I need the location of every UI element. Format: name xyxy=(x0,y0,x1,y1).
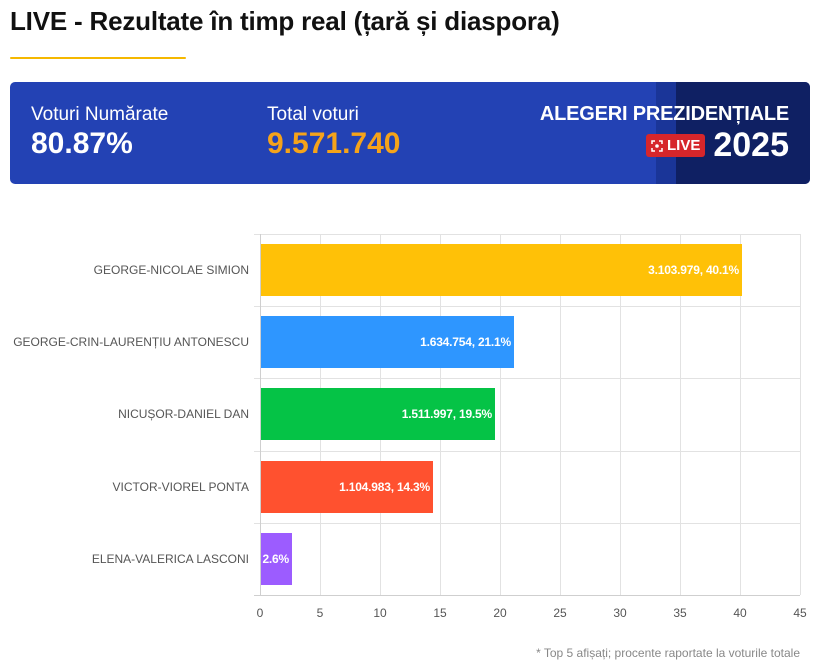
chart-footnote: * Top 5 afișați; procente raportate la v… xyxy=(536,646,800,660)
x-axis xyxy=(254,595,800,596)
bar-lasconi[interactable]: 2.6% xyxy=(261,533,292,585)
x-tick-label: 45 xyxy=(793,606,807,620)
gridline xyxy=(254,378,800,379)
category-label: NICUȘOR-DANIEL DAN xyxy=(118,407,249,421)
record-icon xyxy=(651,139,663,152)
gridline xyxy=(620,234,621,595)
x-tick-label: 15 xyxy=(433,606,447,620)
votes-counted-label: Voturi Numărate xyxy=(31,104,169,125)
gridline xyxy=(254,306,800,307)
election-row: LIVE 2025 xyxy=(646,128,789,162)
category-label: VICTOR-VIOREL PONTA xyxy=(112,480,249,494)
bar-ponta[interactable]: 1.104.983, 14.3% xyxy=(261,461,433,513)
bar-value-label: 1.511.997, 19.5% xyxy=(401,407,492,421)
x-tick-label: 5 xyxy=(316,606,324,620)
bar-simion[interactable]: 3.103.979, 40.1% xyxy=(261,244,742,296)
bar-antonescu[interactable]: 1.634.754, 21.1% xyxy=(261,316,514,368)
gridline xyxy=(254,234,800,235)
x-tick-label: 40 xyxy=(733,606,747,620)
bar-dan[interactable]: 1.511.997, 19.5% xyxy=(261,388,495,440)
votes-counted-stat: Voturi Numărate 80.87% xyxy=(31,104,168,161)
gridline xyxy=(560,234,561,595)
category-label: GEORGE-CRIN-LAURENȚIU ANTONESCU xyxy=(13,335,249,349)
votes-counted-value: 80.87% xyxy=(31,127,133,160)
live-badge: LIVE xyxy=(646,133,706,157)
stats-panel: Voturi Numărate 80.87% Total voturi 9.57… xyxy=(10,82,810,184)
bar-value-label: 1.104.983, 14.3% xyxy=(339,480,430,494)
x-tick-label: 30 xyxy=(613,606,627,620)
panel-band-dark xyxy=(676,82,810,184)
gridline xyxy=(740,234,741,595)
election-year: 2025 xyxy=(713,126,789,164)
x-tick-label: 35 xyxy=(673,606,687,620)
panel-band-mid xyxy=(656,82,676,184)
category-label: GEORGE-NICOLAE SIMION xyxy=(93,263,249,277)
live-badge-label: LIVE xyxy=(667,136,701,154)
gridline xyxy=(800,234,801,595)
category-label: ELENA-VALERICA LASCONI xyxy=(91,552,249,566)
gridline xyxy=(254,451,800,452)
gridline xyxy=(254,523,800,524)
x-tick-label: 10 xyxy=(373,606,387,620)
x-tick-label: 0 xyxy=(256,606,264,620)
total-votes-stat: Total voturi 9.571.740 xyxy=(267,104,400,161)
x-tick-label: 25 xyxy=(553,606,567,620)
x-tick-label: 20 xyxy=(493,606,507,620)
y-axis xyxy=(260,234,261,595)
plot-area: 3.103.979, 40.1% 1.634.754, 21.1% 1.511.… xyxy=(254,234,801,596)
bar-value-label: 2.6% xyxy=(262,552,289,566)
gridline xyxy=(500,234,501,595)
election-title: ALEGERI PREZIDENȚIALE xyxy=(539,103,789,125)
total-votes-value: 9.571.740 xyxy=(267,127,401,160)
title-underline xyxy=(10,57,186,59)
bar-value-label: 1.634.754, 21.1% xyxy=(420,335,511,349)
page-title: LIVE - Rezultate în timp real (țară și d… xyxy=(10,6,560,36)
bar-value-label: 3.103.979, 40.1% xyxy=(648,263,739,277)
gridline xyxy=(680,234,681,595)
total-votes-label: Total voturi xyxy=(267,104,359,125)
